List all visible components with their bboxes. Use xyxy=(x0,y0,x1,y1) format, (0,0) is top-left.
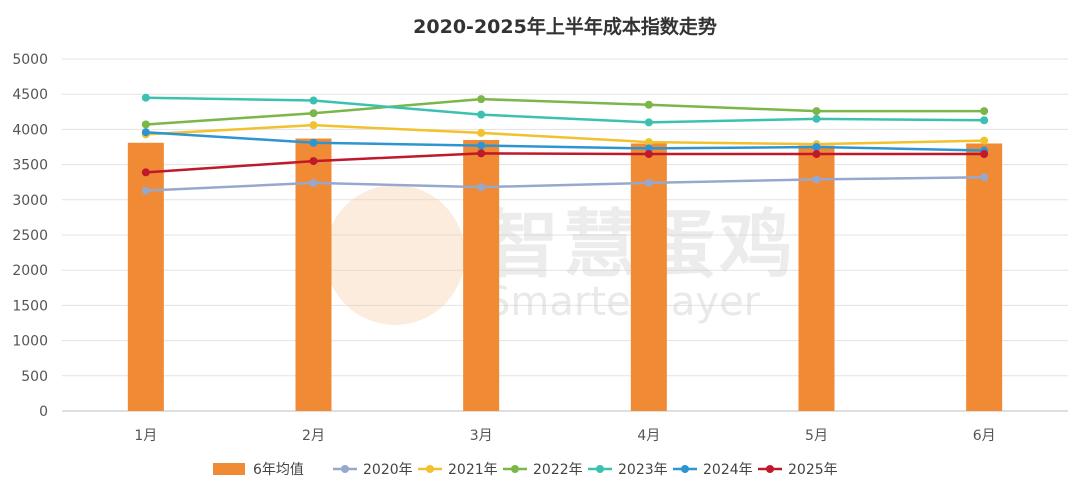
watermark-en: Smarter layer xyxy=(485,279,761,325)
watermark: 智慧蛋鸡 Smarter layer xyxy=(325,185,793,325)
bar-6yr-avg xyxy=(127,142,164,411)
series-point-2020年 xyxy=(141,186,150,195)
y-tick-label: 2000 xyxy=(12,263,48,279)
legend-marker xyxy=(426,465,434,473)
series-point-2024年 xyxy=(309,138,318,147)
legend-item: 6年均值 xyxy=(213,462,304,478)
series-point-2023年 xyxy=(141,93,150,102)
series-point-2023年 xyxy=(812,114,821,123)
series-point-2024年 xyxy=(812,143,821,151)
legend-item: 2024年 xyxy=(673,462,753,478)
x-tick-label: 2月 xyxy=(302,428,325,444)
series-line-2021年 xyxy=(145,123,985,146)
series-point-2022年 xyxy=(644,100,653,109)
series-point-2025年 xyxy=(309,157,318,166)
legend-item: 2020年 xyxy=(333,462,413,478)
series-point-2025年 xyxy=(141,168,150,177)
chart-title: 2020-2025年上半年成本指数走势 xyxy=(413,15,717,38)
series-point-2025年 xyxy=(644,150,653,159)
y-tick-label: 3500 xyxy=(12,158,48,174)
series-point-2020年 xyxy=(644,178,653,187)
legend-marker xyxy=(681,465,689,473)
series-point-2023年 xyxy=(309,96,318,105)
series-point-2020年 xyxy=(477,183,486,192)
y-tick-label: 4500 xyxy=(12,87,48,103)
x-tick-label: 3月 xyxy=(470,428,493,444)
series-line-2023年 xyxy=(145,96,985,124)
series-point-2021年 xyxy=(644,138,653,147)
series-line-2022年 xyxy=(145,97,985,126)
watermark-logo-icon xyxy=(325,185,465,325)
series-point-2024年 xyxy=(141,128,150,137)
series-line-2025年 xyxy=(145,152,985,174)
x-tick-label: 5月 xyxy=(805,428,828,444)
x-tick-label: 1月 xyxy=(134,428,157,444)
legend-label: 2025年 xyxy=(788,462,838,478)
series-point-2021年 xyxy=(980,136,989,145)
legend-marker xyxy=(596,465,604,473)
series-point-2025年 xyxy=(812,150,821,159)
y-tick-label: 4000 xyxy=(12,122,48,138)
legend-marker xyxy=(511,465,519,473)
series-point-2024年 xyxy=(477,141,486,150)
series-point-2020年 xyxy=(309,178,318,187)
series-line-2024年 xyxy=(145,130,985,152)
y-tick-label: 5000 xyxy=(12,52,48,68)
series-point-2022年 xyxy=(141,120,150,129)
y-tick-label: 2500 xyxy=(12,228,48,244)
grid-lines xyxy=(62,58,1068,412)
legend: 6年均值 2020年 2021年 2022年 2023年 2024年 2025年 xyxy=(213,462,838,478)
series-point-2022年 xyxy=(309,109,318,118)
y-tick-label: 0 xyxy=(39,404,48,420)
legend-label: 2020年 xyxy=(363,462,413,478)
bar-6yr-avg xyxy=(966,143,1003,412)
x-tick-label: 6月 xyxy=(973,428,996,444)
bar-6yr-avg xyxy=(630,143,667,412)
y-tick-label: 1500 xyxy=(12,298,48,314)
legend-marker xyxy=(341,465,349,473)
y-tick-label: 1000 xyxy=(12,334,48,350)
legend-label: 2022年 xyxy=(533,462,583,478)
series-point-2022年 xyxy=(477,95,486,104)
series-point-2020年 xyxy=(980,173,989,182)
bar-6yr-avg xyxy=(798,145,835,412)
y-tick-label: 3000 xyxy=(12,193,48,209)
series-point-2021年 xyxy=(477,128,486,137)
series-point-2023年 xyxy=(980,116,989,125)
legend-swatch xyxy=(213,463,245,475)
series-point-2024年 xyxy=(644,144,653,153)
line-series xyxy=(141,93,989,195)
legend-item: 2021年 xyxy=(418,462,498,478)
x-tick-label: 4月 xyxy=(637,428,660,444)
legend-label: 2021年 xyxy=(448,462,498,478)
legend-item: 2023年 xyxy=(588,462,668,478)
series-point-2025年 xyxy=(477,149,486,158)
series-point-2021年 xyxy=(309,121,318,130)
legend-marker xyxy=(766,465,774,473)
legend-label: 2023年 xyxy=(618,462,668,478)
y-tick-label: 500 xyxy=(21,369,48,385)
series-point-2023年 xyxy=(644,118,653,127)
legend-label: 6年均值 xyxy=(253,462,304,478)
series-line-2020年 xyxy=(145,176,985,192)
legend-item: 2022年 xyxy=(503,462,583,478)
y-axis: 0 500 1000 1500 2000 2500 3000 3500 4000 4500 5000 xyxy=(12,52,48,420)
legend-item: 2025年 xyxy=(758,462,838,478)
bar-series xyxy=(127,138,1003,412)
series-point-2023年 xyxy=(477,110,486,119)
legend-label: 2024年 xyxy=(703,462,753,478)
bar-6yr-avg xyxy=(463,139,500,411)
series-point-2022年 xyxy=(980,107,989,116)
x-axis: 1月 2月 3月 4月 5月 6月 xyxy=(134,428,995,444)
series-point-2025年 xyxy=(980,150,989,159)
series-point-2022年 xyxy=(812,107,821,116)
series-point-2020年 xyxy=(812,175,821,184)
